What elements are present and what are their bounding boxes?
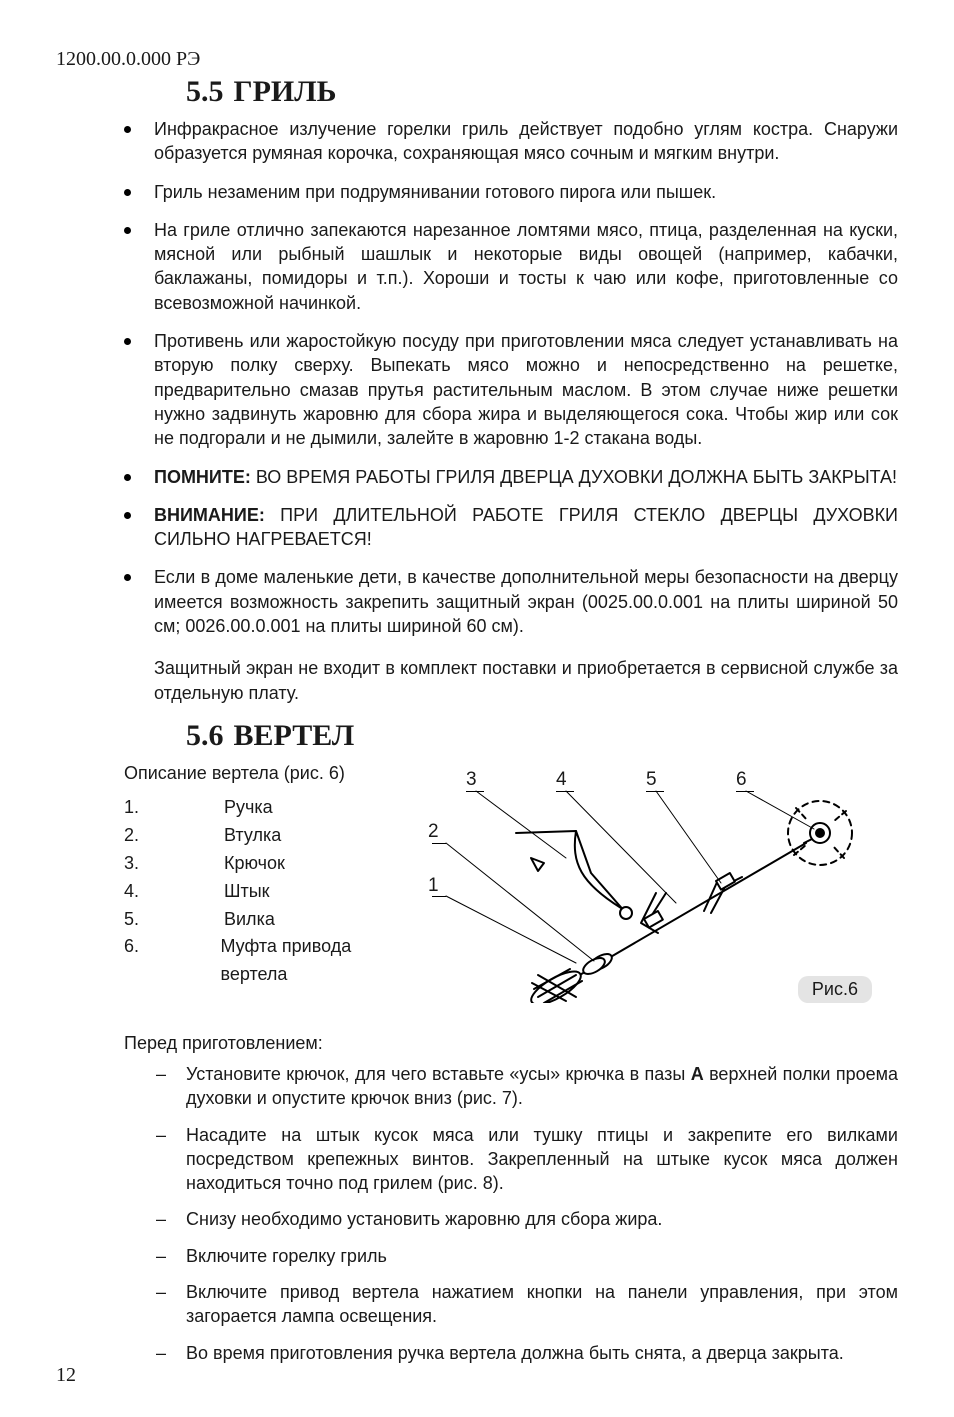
attention-text: ПРИ ДЛИТЕЛЬНОЙ РАБОТЕ ГРИЛЯ СТЕКЛО ДВЕРЦ…	[154, 505, 898, 549]
figure-callout-underline	[432, 896, 446, 897]
rotor-part-item: 3.Крючок	[124, 850, 416, 878]
step-text-pre: Насадите на штык кусок мяса или тушку пт…	[186, 1125, 898, 1194]
figure-6: 1 2 3 4 5 6	[416, 763, 876, 1003]
section-5-6-title: ВЕРТЕЛ	[234, 719, 355, 752]
attention-label: ВНИМАНИЕ:	[154, 505, 265, 525]
page-number: 12	[56, 1364, 76, 1387]
section-5-5-title: ГРИЛЬ	[234, 75, 337, 108]
part-label: Муфта привода вертела	[220, 933, 416, 989]
figure-callout-underline	[736, 791, 754, 792]
rotor-parts-list: 1.Ручка 2.Втулка 3.Крючок 4.Штык 5.Вилка…	[124, 794, 416, 989]
step-text-pre: Включите привод вертела нажатием кнопки …	[186, 1282, 898, 1326]
bullet-item: Инфракрасное излучение горелки гриль дей…	[124, 117, 898, 166]
rotor-description-label: Описание вертела (рис. 6)	[124, 763, 416, 784]
bullet-item: На гриле отлично запекаются нарезанное л…	[124, 218, 898, 315]
figure-callout-number: 2	[428, 821, 439, 843]
part-number: 3.	[124, 850, 224, 878]
rotor-part-item: 4.Штык	[124, 878, 416, 906]
figure-callout-number: 6	[736, 769, 747, 791]
step-text-pre: Включите горелку гриль	[186, 1246, 387, 1266]
prep-step-item: Включите горелку гриль	[156, 1244, 898, 1268]
bullet-item: Гриль незаменим при подрумянивании готов…	[124, 180, 898, 204]
figure-callout-underline	[556, 791, 574, 792]
shield-note: Защитный экран не входит в комплект пост…	[154, 656, 898, 705]
step-text-bold: А	[691, 1064, 704, 1084]
rotor-part-item: 5.Вилка	[124, 906, 416, 934]
part-label: Ручка	[224, 794, 273, 822]
bullet-attention: ВНИМАНИЕ: ПРИ ДЛИТЕЛЬНОЙ РАБОТЕ ГРИЛЯ СТ…	[124, 503, 898, 552]
before-preparation-label: Перед приготовлением:	[124, 1033, 898, 1054]
part-label: Втулка	[224, 822, 281, 850]
prep-step-item: Включите привод вертела нажатием кнопки …	[156, 1280, 898, 1329]
figure-callout-number: 3	[466, 769, 477, 791]
section-5-6-number: 5.6	[186, 719, 224, 752]
part-number: 1.	[124, 794, 224, 822]
figure-6-caption: Рис.6	[798, 976, 872, 1003]
figure-callout-underline	[646, 791, 664, 792]
part-number: 2.	[124, 822, 224, 850]
section-5-6-heading: 5.6 ВЕРТЕЛ	[186, 719, 898, 753]
remember-label: ПОМНИТЕ:	[154, 467, 251, 487]
part-number: 6.	[124, 933, 220, 989]
bullet-item: Противень или жаростойкую посуду при при…	[124, 329, 898, 450]
bullet-child-safety: Если в доме маленькие дети, в качестве д…	[124, 565, 898, 638]
remember-text: ВО ВРЕМЯ РАБОТЫ ГРИЛЯ ДВЕРЦА ДУХОВКИ ДОЛ…	[251, 467, 897, 487]
prep-step-item: Снизу необходимо установить жаровню для …	[156, 1207, 898, 1231]
section-5-6-two-col: Описание вертела (рис. 6) 1.Ручка 2.Втул…	[56, 763, 898, 1003]
section-5-5-heading: 5.5 ГРИЛЬ	[186, 75, 898, 109]
figure-callout-number: 1	[428, 875, 439, 897]
prep-step-item: Насадите на штык кусок мяса или тушку пт…	[156, 1123, 898, 1196]
rotor-part-item: 2.Втулка	[124, 822, 416, 850]
bullet-remember: ПОМНИТЕ: ВО ВРЕМЯ РАБОТЫ ГРИЛЯ ДВЕРЦА ДУ…	[124, 465, 898, 489]
step-text-pre: Во время приготовления ручка вертела дол…	[186, 1343, 844, 1363]
figure-6-drawing	[416, 763, 876, 1003]
figure-callout-number: 4	[556, 769, 567, 791]
prep-step-item: Установите крючок, для чего вставьте «ус…	[156, 1062, 898, 1111]
step-text-pre: Установите крючок, для чего вставьте «ус…	[186, 1064, 691, 1084]
part-label: Вилка	[224, 906, 275, 934]
part-number: 4.	[124, 878, 224, 906]
document-page: 1200.00.0.000 РЭ 5.5ГРИЛЬ Инфракрасное и…	[0, 0, 954, 1417]
preparation-steps: Установите крючок, для чего вставьте «ус…	[156, 1062, 898, 1365]
rotor-part-item: 6.Муфта привода вертела	[124, 933, 416, 989]
figure-6-column: 1 2 3 4 5 6	[416, 763, 898, 1003]
rotor-parts-column: Описание вертела (рис. 6) 1.Ручка 2.Втул…	[56, 763, 416, 989]
document-id: 1200.00.0.000 РЭ	[56, 48, 898, 71]
part-label: Штык	[224, 878, 270, 906]
section-5-5-bullets: Инфракрасное излучение горелки гриль дей…	[124, 117, 898, 638]
part-label: Крючок	[224, 850, 285, 878]
figure-callout-underline	[466, 791, 484, 792]
prep-step-item: Во время приготовления ручка вертела дол…	[156, 1341, 898, 1365]
figure-callout-number: 5	[646, 769, 657, 791]
section-5-5-number: 5.5	[186, 75, 224, 108]
part-number: 5.	[124, 906, 224, 934]
rotor-part-item: 1.Ручка	[124, 794, 416, 822]
step-text-pre: Снизу необходимо установить жаровню для …	[186, 1209, 662, 1229]
figure-callout-underline	[432, 843, 446, 844]
